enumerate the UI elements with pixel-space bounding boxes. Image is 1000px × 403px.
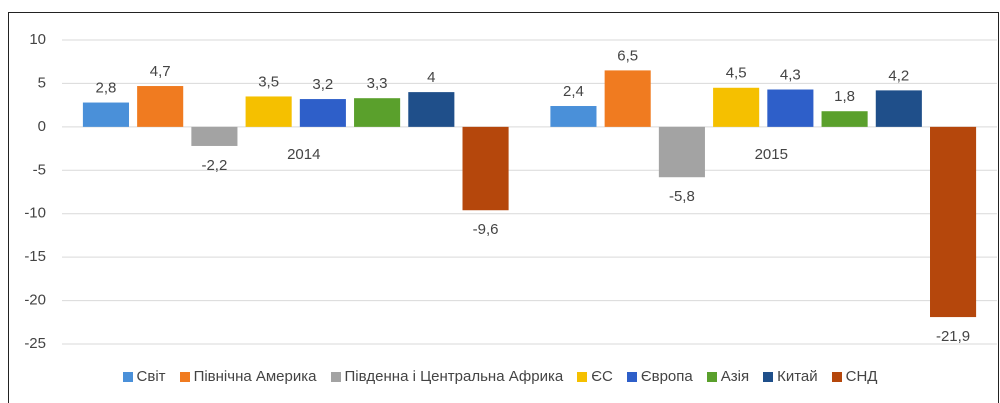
chart-border [8, 12, 999, 403]
legend-item: Світ [122, 368, 166, 385]
legend-item: Азія [706, 368, 750, 385]
data-label: 3,3 [367, 75, 388, 92]
legend-swatch [626, 371, 637, 382]
legend-swatch [330, 371, 341, 382]
bar [191, 126, 238, 146]
data-label: 4,2 [888, 67, 909, 84]
bar [875, 90, 922, 127]
bar [137, 86, 184, 127]
bar [550, 106, 597, 127]
data-label: 4,5 [726, 65, 747, 82]
y-tick-label: -5 [33, 161, 46, 178]
y-tick-label: 0 [38, 118, 46, 135]
legend-item: Південна і Центральна Африка [330, 368, 564, 385]
x-tick-label: 2014 [287, 146, 320, 163]
x-tick-label: 2015 [755, 146, 788, 163]
bar [462, 126, 509, 211]
legend-item: ЄС [577, 368, 613, 385]
legend-label: Азія [720, 368, 750, 385]
y-tick-label: 10 [29, 31, 46, 48]
legend-swatch [763, 371, 774, 382]
bar [604, 70, 651, 127]
legend-label: Китай [777, 368, 818, 385]
legend-swatch [577, 371, 588, 382]
data-label: -21,9 [936, 328, 970, 345]
legend-item: Європа [626, 368, 693, 385]
data-label: -9,6 [473, 221, 499, 238]
data-label: 1,8 [834, 88, 855, 105]
legend-label: Південна і Центральна Африка [344, 368, 564, 385]
legend-swatch [706, 371, 717, 382]
data-label: 2,8 [96, 80, 117, 97]
y-tick-label: -10 [24, 205, 46, 222]
legend-item: Північна Америка [179, 368, 317, 385]
legend-swatch [122, 371, 133, 382]
bar [767, 89, 814, 127]
legend-label: Північна Америка [193, 368, 317, 385]
bar [658, 126, 705, 178]
data-label: 4,7 [150, 63, 171, 80]
data-label: 4 [427, 69, 435, 86]
data-label: -5,8 [669, 188, 695, 205]
legend-label: СНД [845, 368, 878, 385]
bar [930, 126, 977, 318]
bar [713, 87, 760, 127]
y-tick-label: -15 [24, 248, 46, 265]
bar [821, 111, 868, 127]
y-tick-label: 5 [38, 74, 46, 91]
bar [408, 92, 455, 127]
bar [354, 98, 401, 127]
data-label: 3,5 [258, 73, 279, 90]
y-tick-label: -25 [24, 335, 46, 352]
data-label: 6,5 [617, 47, 638, 64]
y-tick-label: -20 [24, 292, 46, 309]
bar [245, 96, 292, 127]
legend-label: Світ [136, 368, 166, 385]
legend: Світ Північна Америка Південна і Центральн… [0, 368, 1000, 385]
legend-swatch [831, 371, 842, 382]
data-label: 4,3 [780, 66, 801, 83]
data-label: 3,2 [312, 76, 333, 93]
legend-label: Європа [640, 368, 693, 385]
legend-item: СНД [831, 368, 878, 385]
bar [299, 99, 346, 127]
legend-label: ЄС [591, 368, 613, 385]
bar [82, 102, 129, 127]
data-label: 2,4 [563, 83, 584, 100]
data-label: -2,2 [201, 157, 227, 174]
legend-item: Китай [763, 368, 818, 385]
legend-swatch [179, 371, 190, 382]
